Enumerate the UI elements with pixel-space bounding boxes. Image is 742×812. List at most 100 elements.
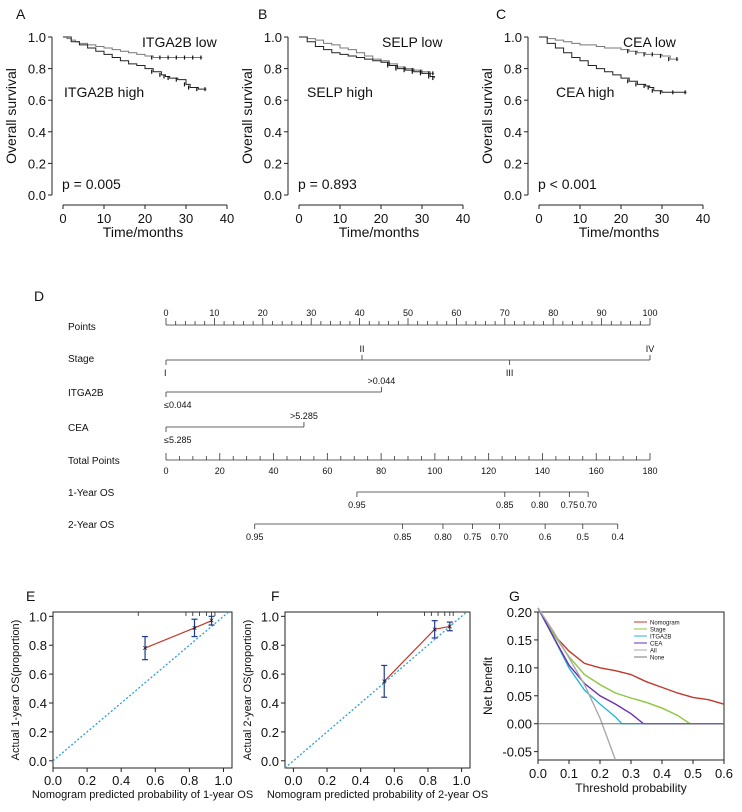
series-label: SELP high <box>307 84 373 100</box>
x-axis-label: Nomogram predicted probability of 2-year… <box>267 789 488 801</box>
x-tick-label: 30 <box>179 211 193 226</box>
series-label: ITGA2B low <box>142 34 218 50</box>
net-benefit-curve <box>537 607 724 725</box>
calibration-point: × <box>447 621 452 631</box>
x-tick-label: 20 <box>374 211 388 226</box>
y-tick-label: 0.4 <box>29 696 47 711</box>
nomogram-row-label: CEA <box>68 423 89 434</box>
os2-tick-label: 0.75 <box>464 532 482 542</box>
x-tick-label: 1.0 <box>214 773 232 788</box>
x-tick-label: 0.6 <box>385 773 403 788</box>
os2-tick-label: 0.85 <box>394 532 412 542</box>
ideal-line <box>52 611 230 762</box>
os1-tick-label: 0.95 <box>348 500 366 510</box>
y-tick-label: 0.0 <box>504 188 522 203</box>
y-tick-label: 0.4 <box>504 125 522 140</box>
points-tick-label: 10 <box>209 308 219 318</box>
plot-frame <box>52 611 233 769</box>
net-benefit-curve <box>537 607 724 725</box>
decision-curve-chart: -0.05 0.00 0.05 0.10 0.15 0.20 0.0 0.1 0.2 0.3 0.4… <box>481 605 733 795</box>
x-axis-label: Threshold probability <box>575 781 686 795</box>
stage-level-label: IV <box>646 344 655 354</box>
y-tick-label: 0.8 <box>261 638 279 653</box>
x-axis-label: Time/months <box>103 224 183 240</box>
y-tick-label: 0.2 <box>28 156 46 171</box>
x-tick-label: 0.4 <box>352 773 370 788</box>
x-tick-label: 0.3 <box>622 766 640 781</box>
x-tick-label: 10 <box>97 211 111 226</box>
km-chart-cea: 0.0 0.2 0.4 0.6 0.8 1.0 0 10 20 30 40 Time/months Ov… <box>479 30 710 240</box>
x-tick-label: 0.2 <box>591 766 609 781</box>
points-tick-label: 60 <box>451 308 461 318</box>
y-tick-label: 0.6 <box>28 93 46 108</box>
y-tick-label: 0.10 <box>507 661 532 676</box>
panel-label-f: F <box>271 588 280 604</box>
os2-tick-label: 0.95 <box>246 532 264 542</box>
x-tick-label: 0 <box>535 211 542 226</box>
y-axis-label: Overall survival <box>3 68 19 164</box>
x-tick-label: 1.0 <box>453 773 471 788</box>
x-tick-label: 30 <box>415 211 429 226</box>
x-tick-label: 0.6 <box>146 773 164 788</box>
y-tick-label: 0.2 <box>264 156 282 171</box>
y-tick-label: 0.2 <box>29 725 47 740</box>
x-tick-label: 0.0 <box>44 773 62 788</box>
y-tick-label: 0.05 <box>507 689 532 704</box>
points-tick-label: 20 <box>258 308 268 318</box>
y-axis-label: Overall survival <box>239 68 255 164</box>
y-tick-label: 0.6 <box>29 667 47 682</box>
y-tick-label: 0.4 <box>28 125 46 140</box>
x-tick-label: 0.4 <box>653 766 671 781</box>
x-tick-label: 0.8 <box>180 773 198 788</box>
points-tick-label: 30 <box>306 308 316 318</box>
points-tick-label: 40 <box>355 308 365 318</box>
nomogram-row-label: Points <box>68 322 96 333</box>
x-tick-label: 0.4 <box>112 773 130 788</box>
y-axis-label: Actual 1-year OS(proportion) <box>10 620 22 761</box>
total-points-tick-label: 140 <box>535 466 550 476</box>
survival-curve <box>539 36 679 60</box>
stage-level-label: II <box>360 344 365 354</box>
legend-label: All <box>650 649 657 655</box>
x-tick-label: 0 <box>295 211 302 226</box>
panel-label-d: D <box>34 288 44 304</box>
itga2b-level-label: >0.044 <box>367 376 395 386</box>
calibration-chart-1-year: 0.00.20.40.60.81.00.0 0.2 0.4 0.6 0.8 1.0Nomo… <box>10 609 253 801</box>
x-tick-label: 0.8 <box>419 773 437 788</box>
x-tick-label: 0.5 <box>684 766 702 781</box>
survival-curve <box>63 36 207 90</box>
y-tick-label: 0.8 <box>29 638 47 653</box>
calibration-point: × <box>209 616 214 626</box>
x-tick-label: 0 <box>59 211 66 226</box>
y-tick-label: 0.6 <box>504 93 522 108</box>
x-tick-label: 0.0 <box>529 766 547 781</box>
os2-tick-label: 0.80 <box>434 532 452 542</box>
y-tick-label: -0.05 <box>502 745 532 760</box>
os1-tick-label: 0.75 <box>561 500 579 510</box>
nomogram: Points Stage ITGA2B CEA Total Points 1-Year O… <box>68 308 658 542</box>
y-tick-label: 0.0 <box>261 754 279 769</box>
p-value-label: p < 0.001 <box>538 176 597 192</box>
legend-label: Stage <box>650 628 666 634</box>
x-tick-label: 0.2 <box>318 773 336 788</box>
total-points-tick-label: 180 <box>642 466 657 476</box>
total-points-tick-label: 40 <box>269 466 279 476</box>
nomogram-row-label: ITGA2B <box>68 388 104 399</box>
calibration-line <box>144 620 212 649</box>
panel-labels: A B C D E F G <box>16 6 520 604</box>
y-tick-label: 1.0 <box>28 30 46 45</box>
x-tick-label: 0.1 <box>560 766 578 781</box>
net-benefit-curve <box>537 607 617 761</box>
calibration-point: × <box>382 676 387 686</box>
survival-curve <box>299 36 435 74</box>
y-tick-label: 0.15 <box>507 633 532 648</box>
calibration-point: × <box>432 624 437 634</box>
stage-level-label: III <box>506 368 514 378</box>
points-tick-label: 80 <box>548 308 558 318</box>
panel-label-c: C <box>496 6 506 22</box>
x-tick-label: 10 <box>333 211 347 226</box>
calibration-point: × <box>192 623 197 633</box>
x-axis-label: Time/months <box>579 224 659 240</box>
net-benefit-curve <box>537 607 724 725</box>
series-label: ITGA2B high <box>64 84 144 100</box>
